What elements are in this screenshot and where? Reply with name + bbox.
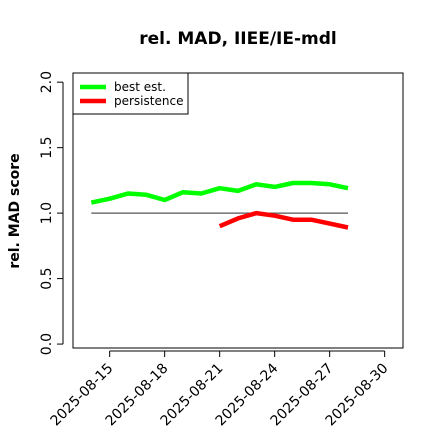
series-line-persistence <box>218 210 349 230</box>
y-tick-label: 1.5 <box>39 137 55 159</box>
y-tick-label: 2.0 <box>39 71 55 93</box>
y-axis: 0.0 0.5 1.0 1.5 2.0 <box>39 71 64 355</box>
legend-label: persistence <box>114 94 183 108</box>
y-tick-label: 0.5 <box>39 267 55 289</box>
legend-label: best est. <box>114 80 166 94</box>
chart-title: rel. MAD, IIEE/IE-mdl <box>139 29 336 49</box>
x-axis: 2025-08-152025-08-182025-08-212025-08-24… <box>48 350 391 429</box>
series-group <box>90 180 349 230</box>
legend-box <box>72 72 189 115</box>
plot-area <box>72 72 404 349</box>
y-tick-label: 0.0 <box>39 333 55 355</box>
y-axis-label: rel. MAD score <box>7 153 23 268</box>
y-tick-label: 1.0 <box>39 202 55 224</box>
legend: best est.persistence <box>72 72 189 115</box>
series-line-best-est <box>90 180 349 205</box>
